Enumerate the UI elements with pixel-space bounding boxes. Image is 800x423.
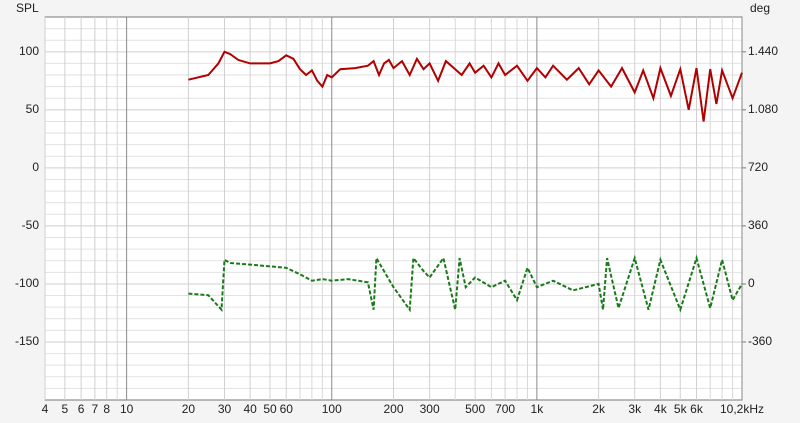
x-tick-label: 5k (674, 402, 688, 416)
x-tick-label: 7 (92, 402, 99, 416)
y-tick-label: 50 (26, 102, 40, 116)
x-tick-label: 30 (218, 402, 232, 416)
x-tick-label: 10,2kHz (720, 402, 764, 416)
x-tick-label: 50 (263, 402, 277, 416)
x-tick-label: 8 (103, 402, 110, 416)
y2-tick-label: 720 (748, 160, 768, 174)
x-tick-label: 3k (628, 402, 642, 416)
x-tick-label: 1k (531, 402, 545, 416)
y2-axis-label: deg (750, 1, 770, 15)
x-tick-label: 200 (383, 402, 403, 416)
series-line (188, 254, 743, 313)
x-tick-label: 6k (690, 402, 704, 416)
x-tick-label: 20 (182, 402, 196, 416)
y2-tick-label: 1.080 (748, 102, 778, 116)
x-tick-label: 300 (420, 402, 440, 416)
x-tick-label: 10 (120, 402, 134, 416)
x-tick-label: 500 (465, 402, 485, 416)
y-tick-label: 0 (32, 160, 39, 174)
x-tick-label: 40 (243, 402, 257, 416)
series-line (188, 50, 743, 122)
x-tick-label: 4 (42, 402, 49, 416)
x-tick-label: 4k (654, 402, 668, 416)
y-tick-label: -50 (22, 218, 40, 232)
x-tick-label: 5 (62, 402, 69, 416)
y-axis-label: SPL (16, 1, 39, 15)
x-tick-label: 700 (495, 402, 515, 416)
x-tick-label: 2k (592, 402, 606, 416)
y2-tick-label: 0 (748, 276, 755, 290)
y-tick-label: -100 (15, 276, 39, 290)
y2-tick-label: 1.440 (748, 44, 778, 58)
x-tick-label: 6 (78, 402, 85, 416)
y-tick-label: -150 (15, 334, 39, 348)
y2-tick-label: 360 (748, 218, 768, 232)
y-tick-label: 100 (19, 44, 39, 58)
x-tick-label: 60 (280, 402, 294, 416)
x-tick-label: 100 (322, 402, 342, 416)
y2-tick-label: -360 (748, 334, 772, 348)
